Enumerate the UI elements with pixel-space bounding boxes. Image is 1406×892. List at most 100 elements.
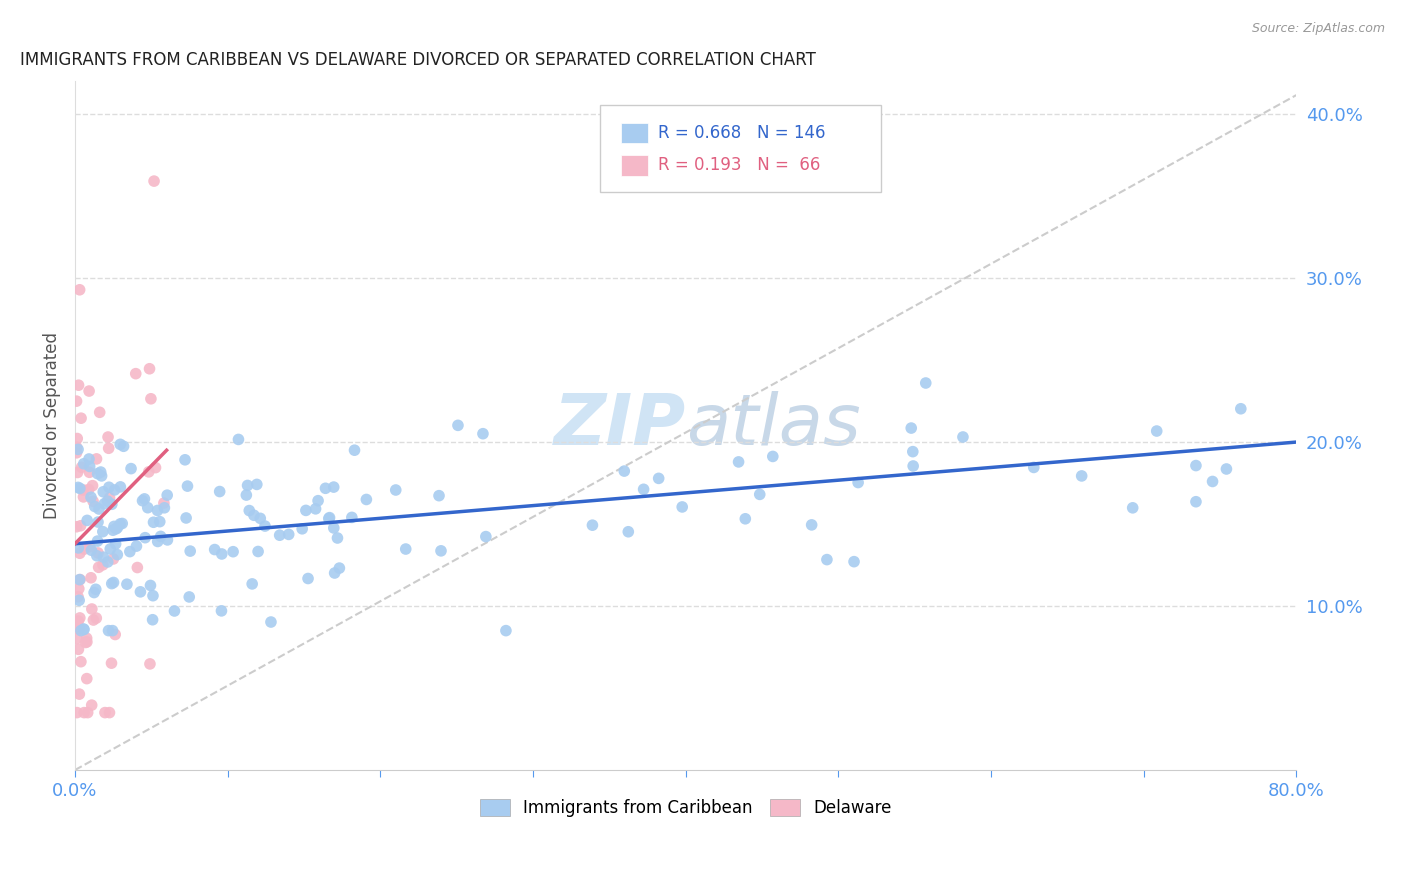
Point <box>1022 460 1045 475</box>
Point <box>295 503 318 517</box>
Point <box>87 546 110 560</box>
Point <box>471 426 494 441</box>
Point <box>79 459 101 474</box>
Point <box>69 546 91 560</box>
Point <box>103 519 125 533</box>
Point <box>72 622 94 636</box>
Point <box>67 378 90 392</box>
Point <box>208 484 231 499</box>
Point <box>107 520 129 534</box>
Point <box>143 174 166 188</box>
Point <box>65 446 87 460</box>
Point <box>70 411 93 425</box>
Point <box>69 622 91 636</box>
Point <box>146 534 169 549</box>
Point <box>1185 458 1208 473</box>
Point <box>613 464 636 478</box>
Point <box>69 482 91 496</box>
Point <box>125 539 148 553</box>
Point <box>97 480 120 494</box>
Point <box>67 582 90 596</box>
Point <box>67 480 90 494</box>
Point <box>297 572 319 586</box>
Point <box>174 511 197 525</box>
Point <box>77 452 100 467</box>
Point <box>97 442 120 456</box>
Point <box>901 444 924 458</box>
Point <box>952 430 974 444</box>
Point <box>340 510 363 524</box>
Point <box>83 500 105 514</box>
Point <box>307 493 329 508</box>
Point <box>76 631 98 645</box>
Point <box>98 491 121 505</box>
Point <box>86 534 108 549</box>
Point <box>73 623 96 637</box>
Text: IMMIGRANTS FROM CARIBBEAN VS DELAWARE DIVORCED OR SEPARATED CORRELATION CHART: IMMIGRANTS FROM CARIBBEAN VS DELAWARE DI… <box>20 51 815 69</box>
Point <box>100 576 122 591</box>
Point <box>66 466 89 480</box>
Point <box>138 465 160 479</box>
Text: R = 0.193   N =  66: R = 0.193 N = 66 <box>658 156 820 174</box>
Point <box>179 590 201 604</box>
Point <box>1201 475 1223 489</box>
Point <box>86 451 108 466</box>
Point <box>69 283 91 297</box>
Point <box>1230 401 1253 416</box>
Point <box>134 491 156 506</box>
Point <box>153 500 176 515</box>
Point <box>65 394 87 409</box>
Point <box>900 421 922 435</box>
Text: atlas: atlas <box>686 392 860 460</box>
Point <box>120 461 142 475</box>
Point <box>65 520 87 534</box>
Point <box>91 484 114 499</box>
Point <box>139 392 162 406</box>
Point <box>73 542 96 557</box>
Point <box>79 465 101 479</box>
Point <box>110 480 132 494</box>
Point <box>127 560 149 574</box>
Point <box>430 544 453 558</box>
Point <box>80 543 103 558</box>
Point <box>118 544 141 558</box>
Point <box>326 531 349 545</box>
Point <box>249 511 271 525</box>
Point <box>66 632 89 646</box>
Point <box>93 550 115 565</box>
Point <box>77 483 100 497</box>
Point <box>1122 500 1144 515</box>
Point <box>111 516 134 531</box>
Point <box>101 497 124 511</box>
Point <box>222 544 245 558</box>
Point <box>66 706 89 720</box>
Point <box>80 602 103 616</box>
Point <box>125 367 148 381</box>
Point <box>87 502 110 516</box>
Point <box>176 479 198 493</box>
Bar <box>621 155 648 176</box>
Text: R = 0.668   N = 146: R = 0.668 N = 146 <box>658 124 825 142</box>
Point <box>89 405 111 419</box>
Point <box>1146 424 1168 438</box>
Point <box>131 493 153 508</box>
Point <box>617 524 640 539</box>
Point <box>842 555 865 569</box>
Point <box>800 517 823 532</box>
Point <box>142 589 165 603</box>
Point <box>163 604 186 618</box>
Point <box>86 549 108 563</box>
Point <box>100 656 122 670</box>
Point <box>91 558 114 572</box>
Point <box>70 624 93 638</box>
Point <box>633 483 655 497</box>
Point <box>79 540 101 554</box>
Point <box>238 503 260 517</box>
Point <box>395 542 418 557</box>
Point <box>69 518 91 533</box>
Point <box>70 655 93 669</box>
Point <box>104 627 127 641</box>
Point <box>84 611 107 625</box>
Point <box>328 561 350 575</box>
Point <box>103 552 125 566</box>
